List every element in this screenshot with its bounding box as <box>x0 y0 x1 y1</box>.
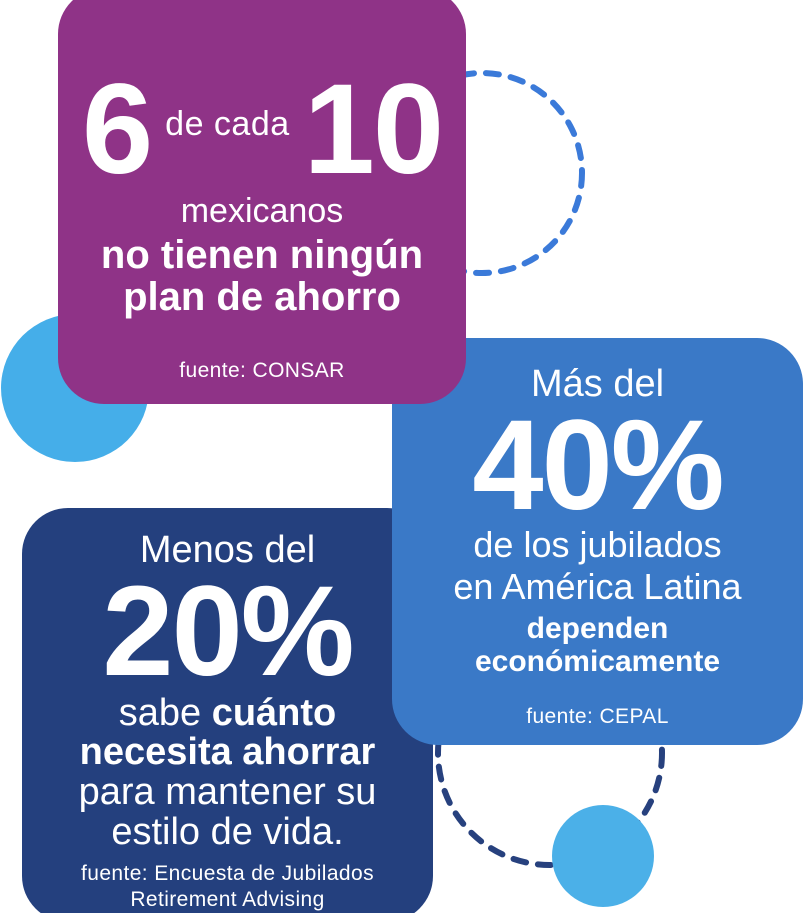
stat-line-bold: no tienen ningún <box>100 232 424 277</box>
stat-qualifier: Menos del <box>139 529 316 571</box>
stat-description: sabe cuánto necesita ahorrar para manten… <box>78 691 377 854</box>
stat-line-bold: dependen <box>526 611 669 645</box>
stat-line: para mantener su <box>78 771 377 814</box>
stat-line-bold: necesita ahorrar <box>79 731 376 774</box>
stat-source: fuente: Encuesta de Jubilados Retirement… <box>81 861 374 913</box>
stat-big-number-right: 10 <box>303 58 444 201</box>
stat-text-regular: sabe <box>118 691 212 734</box>
stat-line: estilo de vida. <box>111 811 344 854</box>
stat-card-no-savings-plan: 6 de cada 10 mexicanos no tienen ningún … <box>58 0 466 404</box>
stat-line: mexicanos <box>180 192 344 230</box>
stat-big-number: 40% <box>472 393 724 537</box>
stat-emphasis: no tienen ningún plan de ahorro <box>101 234 423 318</box>
stat-source-line: Retirement Advising <box>130 888 325 912</box>
stat-source: fuente: CEPAL <box>526 704 669 728</box>
stat-card-savings-knowledge: Menos del 20% sabe cuánto necesita ahorr… <box>22 508 433 913</box>
stat-qualifier: Más del <box>530 363 665 405</box>
stat-description: de los jubilados en América Latina <box>453 524 741 608</box>
stat-big-number-left: 6 <box>81 58 153 201</box>
light-blue-circle-bottom <box>552 805 654 907</box>
stat-line: en América Latina <box>453 565 742 607</box>
stat-source-line: fuente: Encuesta de Jubilados <box>81 862 374 886</box>
stat-line: de los jubilados <box>473 523 722 565</box>
stat-line-bold: económicamente <box>474 644 721 678</box>
stat-text-bold: cuánto <box>211 691 337 734</box>
stat-source: fuente: CONSAR <box>179 358 345 382</box>
stat-card-retirees-dependence: Más del 40% de los jubilados en América … <box>392 338 803 745</box>
stat-line-mixed: sabe cuánto <box>79 691 377 734</box>
stat-line-bold: plan de ahorro <box>123 274 401 319</box>
stat-ratio-connector: de cada <box>165 104 290 143</box>
stat-emphasis: dependen económicamente <box>475 612 720 678</box>
stat-ratio: 6 de cada 10 <box>81 58 444 201</box>
stat-big-number: 20% <box>102 559 354 703</box>
